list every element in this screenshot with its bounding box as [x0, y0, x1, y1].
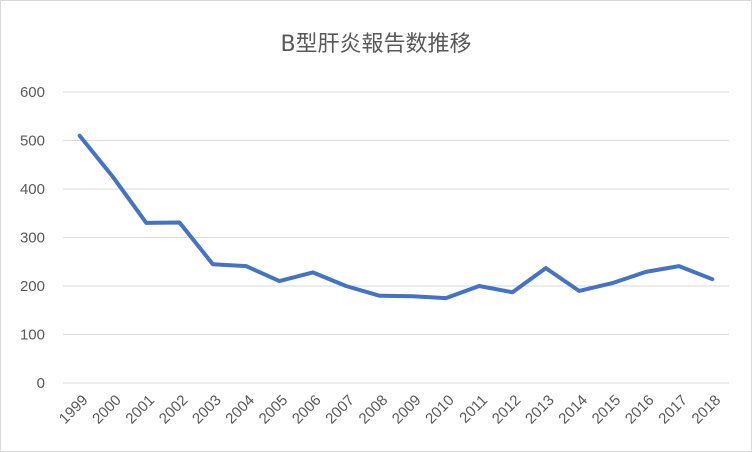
x-tick-label: 2005	[256, 392, 292, 428]
x-tick-label: 2017	[655, 392, 691, 428]
y-tick-label: 600	[20, 84, 45, 101]
chart-title: B型肝炎報告数推移	[280, 32, 471, 57]
x-tick-label: 2010	[422, 392, 458, 428]
x-tick-label: 2006	[289, 392, 325, 428]
x-tick-label: 2015	[589, 392, 625, 428]
x-tick-label: 2007	[322, 392, 358, 428]
y-tick-label: 400	[20, 181, 45, 198]
x-tick-label: 2011	[456, 392, 491, 427]
x-tick-label: 2008	[356, 392, 392, 428]
x-tick-label: 2000	[89, 392, 125, 428]
series-line	[77, 133, 715, 301]
y-tick-label: 0	[37, 375, 45, 392]
x-tick-label: 2012	[489, 392, 525, 428]
x-axis-ticks: 1999200020012002200320042005200620072008…	[56, 392, 724, 428]
x-tick-label: 2004	[222, 392, 258, 428]
x-tick-label: 2002	[156, 392, 192, 428]
y-tick-label: 500	[20, 133, 45, 150]
y-tick-label: 100	[20, 327, 45, 344]
y-tick-label: 300	[20, 230, 45, 247]
x-tick-label: 2009	[389, 392, 425, 428]
x-tick-label: 2013	[522, 392, 558, 428]
x-tick-label: 2001	[122, 392, 158, 428]
y-axis-ticks: 0 100 200 300 400 500 600	[20, 84, 45, 392]
x-tick-label: 1999	[56, 392, 92, 428]
x-tick-label: 2003	[189, 392, 225, 428]
x-tick-label: 2018	[689, 392, 725, 428]
gridlines	[63, 91, 729, 384]
x-tick-label: 2016	[622, 392, 658, 428]
y-tick-label: 200	[20, 278, 45, 295]
x-tick-label: 2014	[555, 392, 591, 428]
